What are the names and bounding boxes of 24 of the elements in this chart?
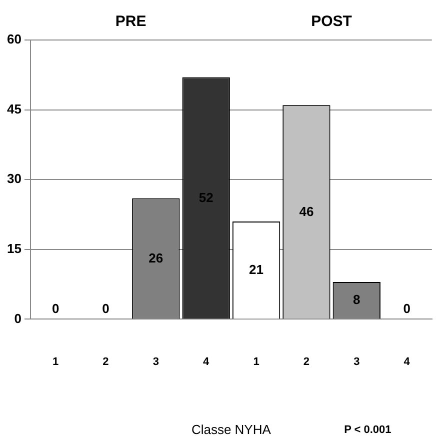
data-label: 0 [52,300,60,316]
data-label: 26 [148,250,164,266]
data-label: 8 [353,292,360,308]
data-label: 0 [403,300,410,316]
text: POST [311,13,352,30]
y-tick-label: 30 [6,171,22,186]
data-label: 46 [299,204,314,219]
x-tick-label: 4 [203,356,210,368]
y-tick-label: 0 [14,310,22,326]
x-tick-label: 2 [102,356,109,368]
y-tick-label: 15 [6,240,22,256]
y-tick-label: 45 [6,101,22,116]
text: PRE [115,13,146,30]
data-label: 21 [249,262,264,277]
x-tick-label: 3 [152,356,159,368]
data-label: 0 [102,300,110,316]
x-tick-label: 2 [303,356,310,368]
text: P < 0.001 [344,424,392,436]
x-tick-label: 4 [404,356,411,368]
x-tick-label: 1 [52,356,59,368]
x-axis-title: Classe NYHA [191,422,272,437]
x-tick-label: 1 [253,356,260,368]
x-tick-label: 3 [354,356,360,368]
y-tick-label: 60 [6,32,22,47]
